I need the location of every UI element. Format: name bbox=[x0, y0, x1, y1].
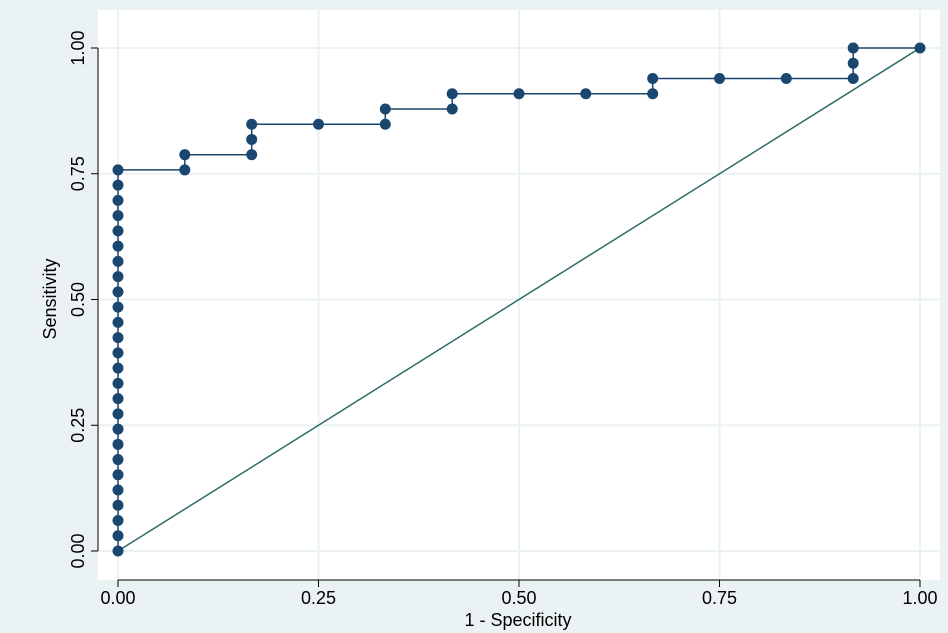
reference-line-segment bbox=[117, 47, 921, 552]
roc-point bbox=[647, 72, 659, 84]
roc-curve bbox=[117, 47, 920, 551]
roc-point bbox=[246, 133, 258, 145]
axes: 0.00 0.25 0.50 0.75 1.00 0.00 0.25 0.50 0.75 1.00 bbox=[68, 30, 938, 608]
roc-point bbox=[112, 301, 124, 313]
roc-point bbox=[246, 149, 258, 161]
x-tick-label: 0.75 bbox=[702, 588, 737, 608]
roc-point bbox=[112, 377, 124, 389]
roc-point bbox=[112, 545, 124, 557]
roc-point bbox=[112, 194, 124, 206]
roc-point bbox=[112, 454, 124, 466]
roc-point bbox=[580, 88, 592, 100]
x-tick-label: 0.25 bbox=[301, 588, 336, 608]
roc-point bbox=[714, 72, 725, 84]
roc-point bbox=[112, 515, 124, 527]
roc-point bbox=[446, 88, 458, 100]
y-tick-label: 0.25 bbox=[68, 408, 88, 443]
roc-point bbox=[112, 164, 124, 176]
roc-point bbox=[847, 42, 859, 54]
y-tick-label: 0.00 bbox=[68, 533, 88, 568]
roc-point bbox=[112, 438, 124, 450]
x-tick-label: 0.50 bbox=[501, 588, 536, 608]
roc-point bbox=[112, 499, 124, 511]
roc-point bbox=[647, 88, 659, 100]
roc-point bbox=[379, 103, 391, 115]
roc-point bbox=[112, 210, 124, 222]
roc-point bbox=[914, 42, 926, 54]
grid-lines bbox=[98, 10, 940, 580]
roc-point bbox=[112, 530, 124, 542]
y-tick-label: 0.50 bbox=[68, 282, 88, 317]
roc-point bbox=[112, 362, 124, 374]
roc-point bbox=[112, 286, 124, 298]
roc-point bbox=[513, 88, 525, 100]
roc-points bbox=[112, 42, 926, 557]
roc-point bbox=[112, 271, 124, 283]
roc-point bbox=[246, 118, 258, 130]
roc-point bbox=[780, 72, 792, 84]
roc-point bbox=[112, 393, 124, 405]
y-tick-label: 1.00 bbox=[68, 30, 88, 65]
roc-point bbox=[112, 316, 124, 328]
roc-point bbox=[179, 149, 191, 161]
x-tick-label: 1.00 bbox=[902, 588, 937, 608]
roc-point bbox=[112, 179, 124, 191]
roc-point bbox=[847, 72, 859, 84]
roc-point bbox=[112, 484, 124, 496]
x-axis-title: 1 - Specificity bbox=[464, 610, 571, 630]
roc-point bbox=[446, 103, 458, 115]
roc-point bbox=[112, 332, 124, 344]
y-axis-title: Sensitivity bbox=[40, 258, 60, 339]
roc-point bbox=[112, 347, 124, 359]
roc-point bbox=[179, 164, 191, 176]
roc-point bbox=[847, 57, 859, 69]
reference-line bbox=[117, 47, 921, 552]
roc-point bbox=[112, 408, 124, 420]
roc-point bbox=[112, 423, 124, 435]
roc-point bbox=[112, 240, 124, 252]
roc-point bbox=[112, 255, 124, 267]
roc-point bbox=[112, 225, 124, 237]
roc-point bbox=[379, 118, 391, 130]
x-tick-label: 0.00 bbox=[100, 588, 135, 608]
y-tick-label: 0.75 bbox=[68, 156, 88, 191]
roc-point bbox=[313, 118, 324, 130]
roc-curve-line bbox=[117, 47, 920, 551]
roc-point bbox=[112, 469, 124, 481]
